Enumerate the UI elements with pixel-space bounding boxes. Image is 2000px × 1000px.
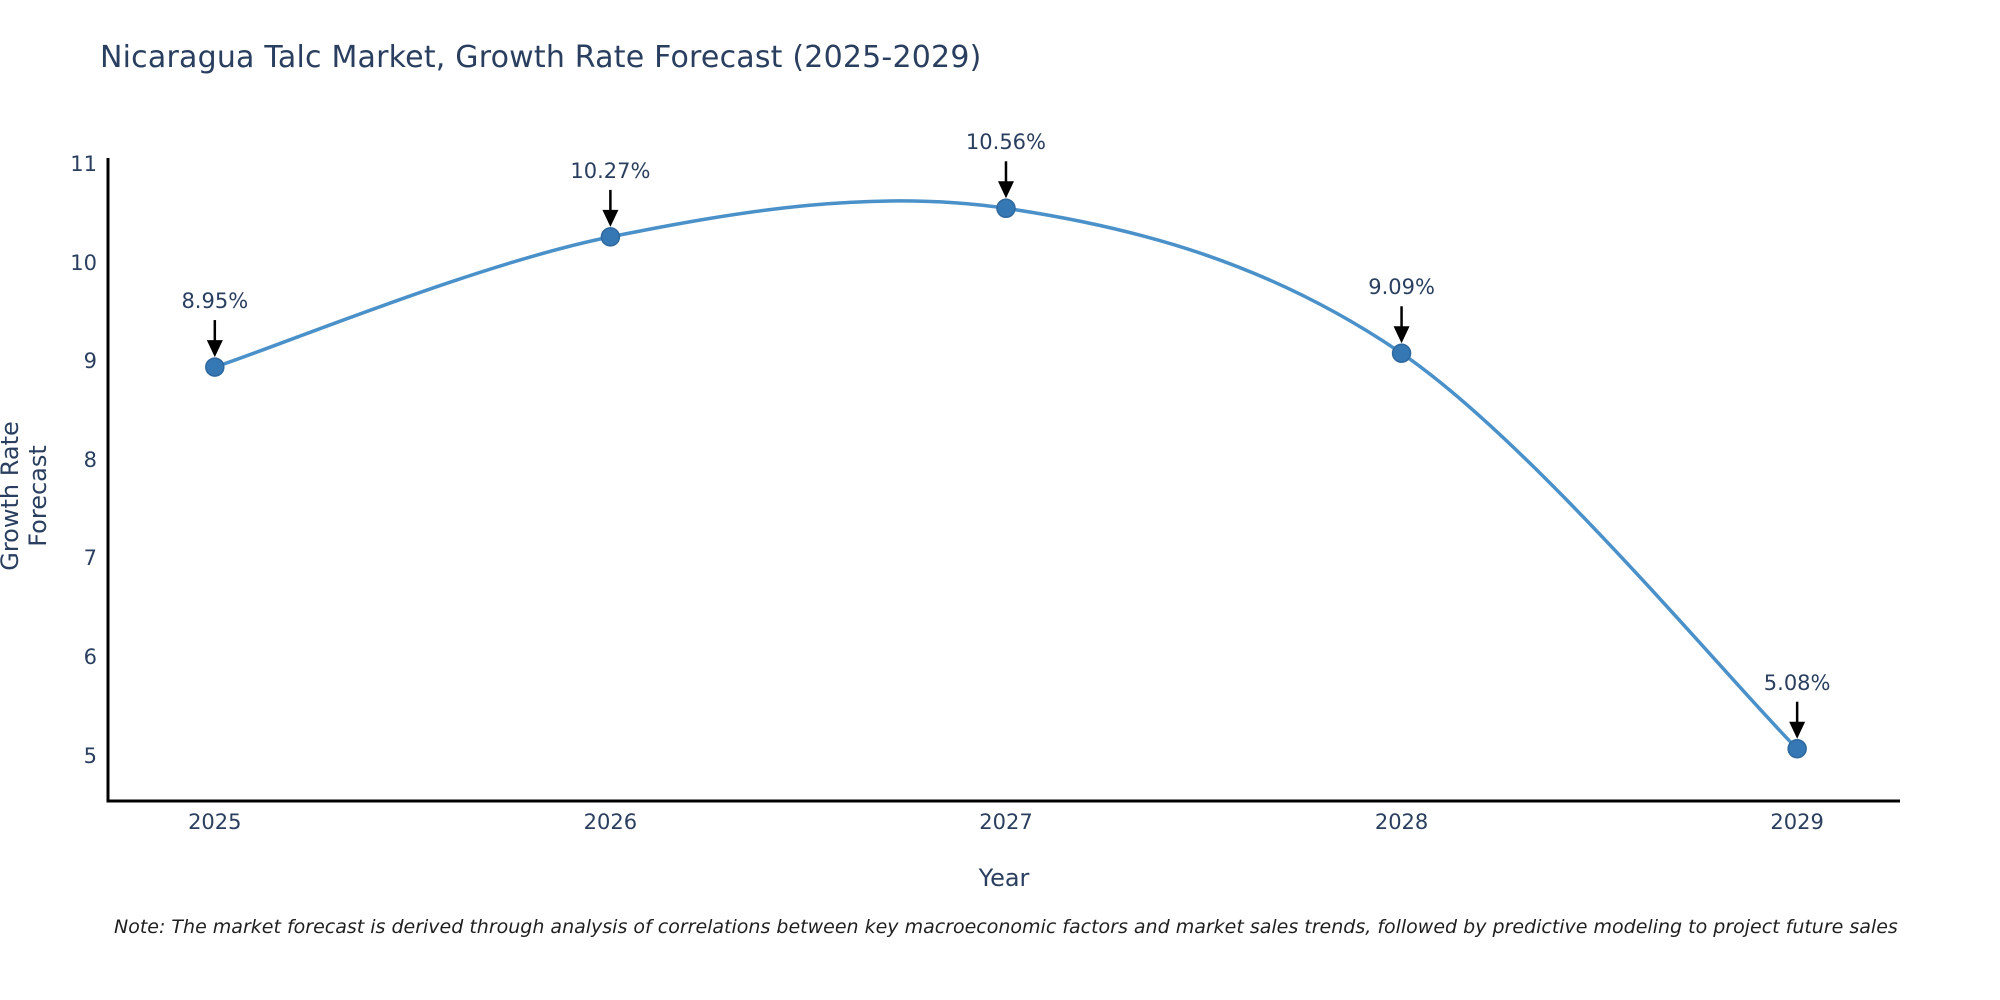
annotation-arrow-head [602, 209, 619, 227]
data-point-value-label: 10.56% [965, 130, 1046, 155]
data-point-marker [1391, 343, 1412, 364]
y-axis-title: Growth Rate Forecast [0, 421, 52, 571]
annotation-arrow-head [206, 340, 223, 358]
data-point-marker [1787, 738, 1807, 759]
data-point-marker [600, 227, 621, 247]
x-tick-label: 2025 [188, 810, 242, 834]
annotation-arrow-head [1393, 326, 1410, 344]
forecast-line [213, 199, 1799, 751]
y-tick-label: 11 [70, 151, 97, 176]
annotation-arrow-head [997, 181, 1014, 199]
data-point-marker [996, 198, 1016, 219]
data-point-value-label: 8.95% [181, 289, 249, 314]
data-point-marker [205, 357, 225, 377]
chart-footnote: Note: The market forecast is derived thr… [114, 916, 1898, 938]
x-tick-label: 2028 [1374, 810, 1429, 834]
y-tick-label: 10 [70, 250, 97, 275]
x-tick-label: 2027 [979, 810, 1033, 834]
data-point-value-label: 10.27% [570, 158, 651, 183]
y-tick-label: 8 [83, 447, 97, 472]
y-tick-label: 6 [83, 645, 97, 669]
y-tick-label: 7 [83, 546, 97, 571]
y-tick-label: 9 [83, 349, 97, 374]
x-tick-label: 2026 [583, 810, 638, 834]
data-point-value-label: 9.09% [1368, 275, 1435, 300]
annotation-arrow-head [1789, 721, 1806, 739]
chart-title: Nicaragua Talc Market, Growth Rate Forec… [100, 40, 982, 75]
x-tick-label: 2029 [1770, 810, 1824, 834]
y-tick-label: 5 [83, 743, 97, 768]
x-axis-title: Year [978, 864, 1030, 892]
data-point-value-label: 5.08% [1763, 670, 1831, 695]
